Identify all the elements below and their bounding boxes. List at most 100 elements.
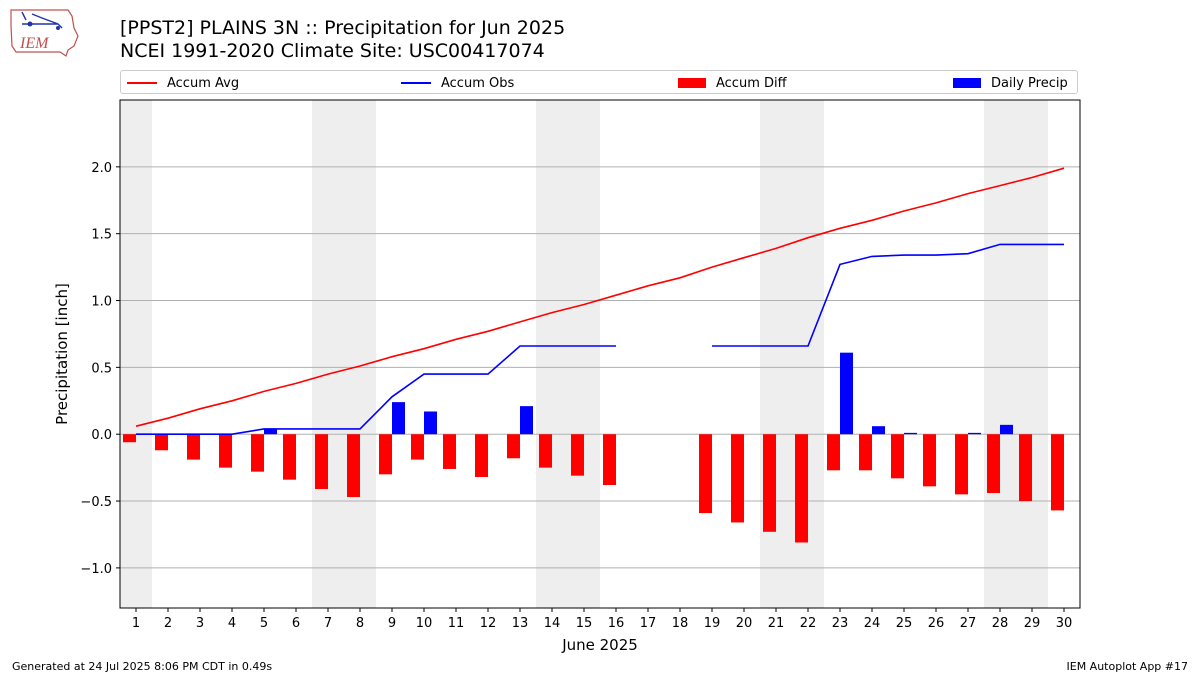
legend-label-accum-avg: Accum Avg: [167, 75, 240, 91]
accum-diff-bar: [1051, 434, 1064, 511]
legend-item-daily-precip: Daily Precip: [953, 73, 1068, 93]
footer-app: IEM Autoplot App #17: [1066, 660, 1189, 673]
y-tick-label: 1.0: [91, 295, 112, 310]
x-tick-label: 20: [736, 616, 753, 631]
accum-diff-bar: [923, 434, 936, 487]
accum-diff-bar: [155, 434, 168, 451]
daily-precip-bar: [264, 428, 277, 435]
accum-diff-bar: [379, 434, 392, 475]
x-tick-label: 14: [544, 616, 561, 631]
accum-diff-bar: [603, 434, 616, 486]
x-tick-label: 10: [416, 616, 433, 631]
x-tick-label: 26: [928, 616, 945, 631]
x-tick-label: 1: [132, 616, 140, 631]
y-tick-label: 0.5: [91, 361, 112, 376]
legend-item-accum-avg: Accum Avg: [127, 73, 239, 93]
legend-swatch-accum-obs: [401, 82, 431, 84]
x-tick-label: 13: [512, 616, 529, 631]
accum-diff-bar: [1019, 434, 1032, 502]
x-tick-label: 12: [480, 616, 497, 631]
x-tick-label: 28: [992, 616, 1009, 631]
legend-label-accum-obs: Accum Obs: [441, 75, 515, 91]
x-tick-label: 7: [324, 616, 332, 631]
y-tick-label: 1.5: [91, 228, 112, 243]
daily-precip-bar: [904, 432, 917, 435]
accum-diff-bar: [891, 434, 904, 479]
accum-diff-bar: [539, 434, 552, 468]
accum-diff-bar: [443, 434, 456, 469]
accum-diff-bar: [699, 434, 712, 514]
legend-item-accum-diff: Accum Diff: [678, 73, 787, 93]
legend-swatch-daily-precip: [953, 78, 981, 88]
y-tick-label: −1.0: [80, 562, 112, 577]
y-tick-label: −0.5: [80, 495, 112, 510]
accum-diff-bar: [315, 434, 328, 490]
x-tick-label: 15: [576, 616, 593, 631]
accum-diff-bar: [795, 434, 808, 543]
accum-obs-line-1: [712, 243, 1064, 347]
x-tick-label: 27: [960, 616, 977, 631]
weekend-shade-2: [536, 100, 600, 608]
x-tick-label: 18: [672, 616, 689, 631]
chart-subtitle: NCEI 1991-2020 Climate Site: USC00417074: [120, 40, 545, 62]
x-tick-label: 8: [356, 616, 364, 631]
weekend-shade-0: [120, 100, 152, 608]
legend-item-accum-obs: Accum Obs: [401, 73, 514, 93]
x-tick-label: 3: [196, 616, 204, 631]
x-tick-label: 2: [164, 616, 172, 631]
legend: Accum Avg Accum Obs Accum Diff Daily Pre…: [120, 70, 1078, 94]
accum-obs-line-0: [136, 345, 616, 436]
x-tick-label: 11: [448, 616, 465, 631]
x-tick-label: 24: [864, 616, 881, 631]
accum-diff-bar: [187, 434, 200, 460]
y-tick-label: 2.0: [91, 161, 112, 176]
daily-precip-bar: [520, 406, 533, 435]
x-axis-label: June 2025: [561, 636, 638, 654]
x-tick-label: 23: [832, 616, 849, 631]
y-tick-label: 0.0: [91, 428, 112, 443]
daily-precip-bar: [968, 432, 981, 435]
x-tick-label: 9: [388, 616, 396, 631]
daily-precip-bar: [424, 411, 437, 435]
accum-diff-bar: [763, 434, 776, 532]
x-tick-label: 21: [768, 616, 785, 631]
accum-diff-bar: [347, 434, 360, 498]
logo-text: IEM: [19, 35, 50, 52]
x-tick-label: 17: [640, 616, 657, 631]
footer-generated: Generated at 24 Jul 2025 8:06 PM CDT in …: [12, 660, 273, 673]
weekend-shade-1: [312, 100, 376, 608]
plot-frame: [119, 99, 1081, 609]
accum-diff-bar: [411, 434, 424, 460]
x-tick-label: 30: [1056, 616, 1073, 631]
weekend-shade-4: [984, 100, 1048, 608]
accum-diff-bar: [859, 434, 872, 471]
accum-diff-bar: [251, 434, 264, 472]
x-tick-label: 6: [292, 616, 300, 631]
daily-precip-bar: [392, 402, 405, 435]
accum-diff-bar: [955, 434, 968, 495]
accum-diff-bar: [731, 434, 744, 523]
legend-label-daily-precip: Daily Precip: [991, 75, 1068, 91]
accum-diff-bar: [123, 434, 136, 443]
accum-diff-bar: [507, 434, 520, 459]
legend-label-accum-diff: Accum Diff: [716, 75, 787, 91]
daily-precip-bar: [1000, 424, 1013, 435]
y-axis-label: Precipitation [inch]: [53, 283, 71, 425]
legend-swatch-accum-diff: [678, 78, 706, 88]
accum-diff-bar: [283, 434, 296, 480]
x-tick-label: 29: [1024, 616, 1041, 631]
iem-logo: IEM: [10, 9, 79, 57]
daily-precip-bar: [840, 352, 853, 435]
daily-precip-bar: [872, 426, 885, 435]
x-tick-label: 16: [608, 616, 625, 631]
x-tick-label: 25: [896, 616, 913, 631]
x-tick-label: 22: [800, 616, 817, 631]
accum-diff-bar: [475, 434, 488, 477]
x-tick-label: 19: [704, 616, 721, 631]
chart-title: [PPST2] PLAINS 3N :: Precipitation for J…: [120, 17, 566, 39]
accum-avg-line-0: [135, 167, 1065, 427]
legend-swatch-accum-avg: [127, 82, 157, 84]
x-tick-label: 4: [228, 616, 236, 631]
accum-diff-bar: [571, 434, 584, 476]
